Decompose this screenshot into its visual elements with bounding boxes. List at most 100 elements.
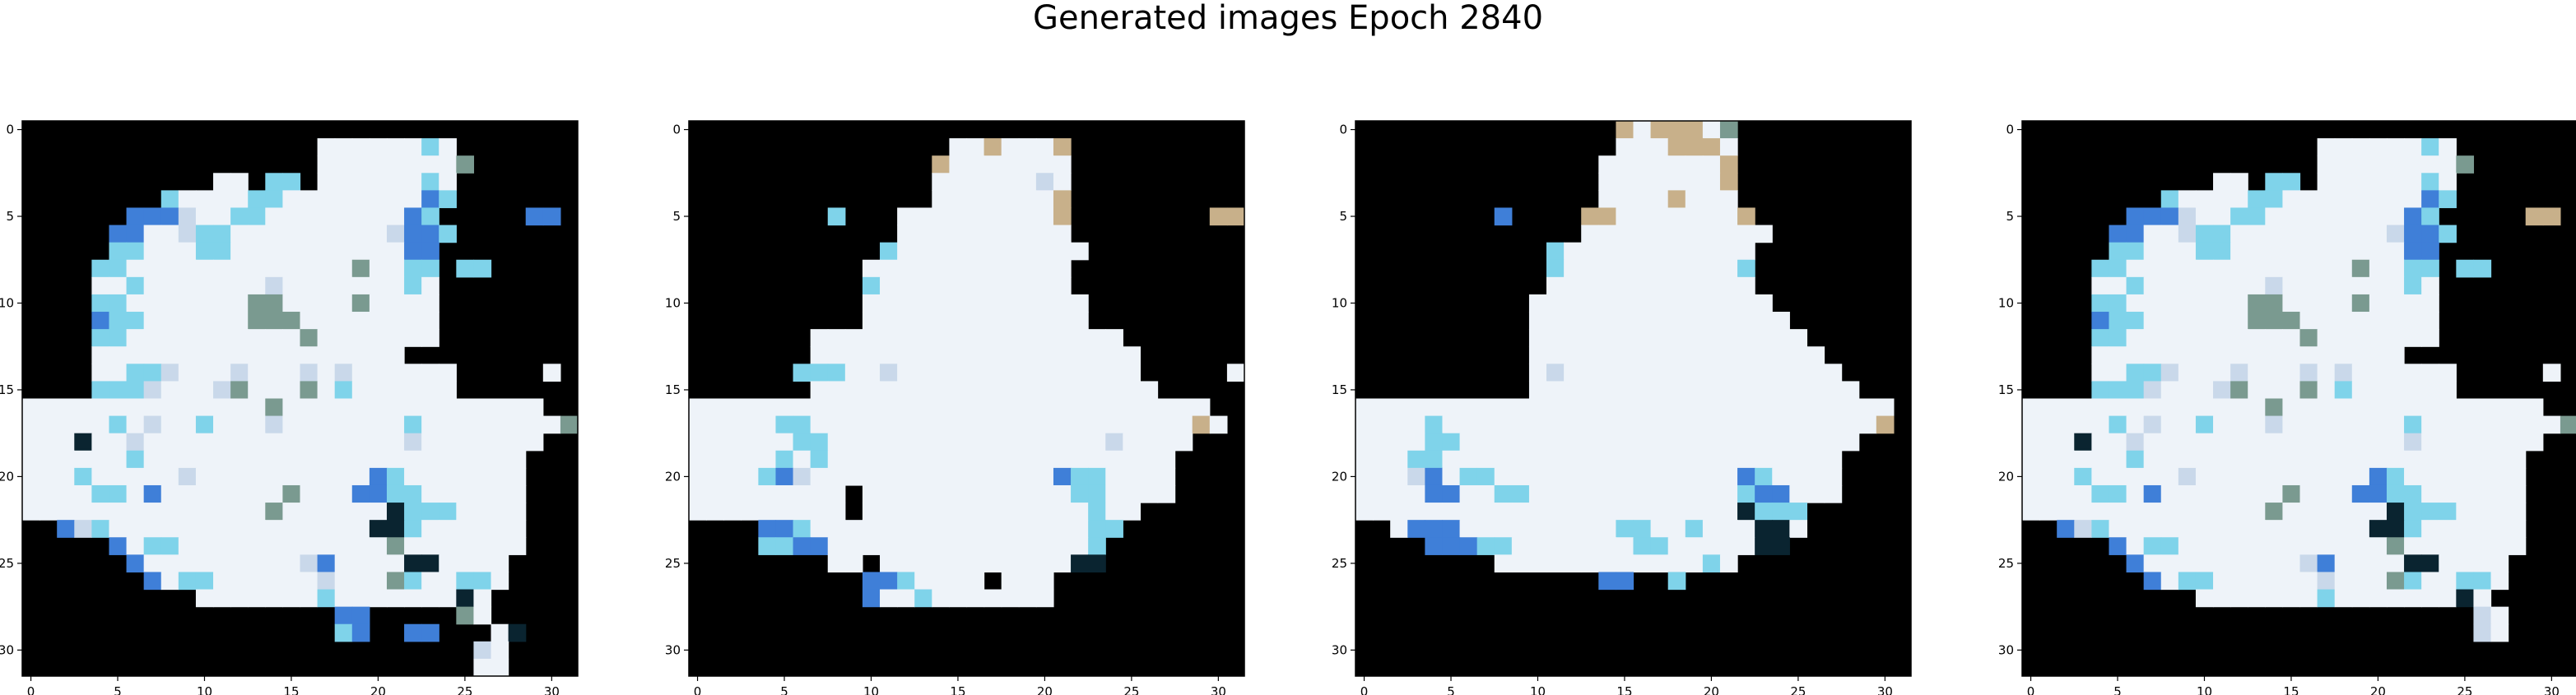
pixel	[2421, 364, 2439, 382]
pixel	[983, 276, 1002, 295]
pixel	[2351, 467, 2370, 486]
pixel	[1088, 520, 1106, 538]
pixel	[2525, 398, 2544, 417]
pixel	[2143, 346, 2162, 364]
pixel	[775, 415, 794, 434]
pixel	[2195, 312, 2214, 330]
pixel	[1390, 433, 1408, 452]
pixel	[2178, 572, 2197, 591]
pixel	[1581, 554, 1599, 573]
pixel	[300, 242, 319, 261]
pixel	[1667, 276, 1686, 295]
pixel	[1123, 484, 1142, 503]
pixel	[2351, 415, 2370, 434]
pixel	[2439, 520, 2457, 538]
pixel	[195, 190, 214, 209]
pixel	[1806, 415, 1825, 434]
pixel	[2421, 503, 2439, 521]
pixel	[1806, 381, 1825, 400]
pixel	[109, 259, 128, 278]
pixel	[1685, 155, 1704, 174]
pixel	[1001, 554, 1020, 573]
pixel	[966, 225, 985, 243]
pixel	[1633, 364, 1652, 382]
pixel	[2143, 312, 2162, 330]
pixel	[160, 520, 179, 538]
pixel	[248, 312, 266, 330]
pixel	[810, 484, 829, 503]
pixel	[2213, 503, 2231, 521]
pixel	[1511, 415, 1530, 434]
pixel	[1719, 520, 1738, 538]
pixel	[1633, 520, 1652, 538]
pixel	[1702, 329, 1721, 347]
pixel	[1737, 537, 1755, 555]
pixel	[1633, 346, 1652, 364]
pixel	[2386, 520, 2405, 538]
pixel	[758, 398, 777, 417]
pixel	[2473, 520, 2492, 538]
pixel	[1071, 484, 1089, 503]
pixel	[2109, 503, 2127, 521]
pixel	[1018, 433, 1037, 452]
x-tick-label: 15	[1616, 684, 1632, 695]
pixel	[741, 484, 759, 503]
pixel	[439, 537, 457, 555]
pixel	[230, 398, 249, 417]
pixel	[775, 537, 794, 555]
pixel	[160, 433, 179, 452]
pixel	[1035, 572, 1054, 591]
pixel	[897, 398, 915, 417]
pixel	[1494, 415, 1513, 434]
pixel	[1702, 537, 1721, 555]
pixel	[143, 242, 162, 261]
pixel	[1719, 225, 1738, 243]
pixel	[2421, 450, 2439, 469]
pixel	[386, 242, 405, 261]
pixel	[1053, 173, 1072, 191]
pixel	[775, 484, 794, 503]
pixel	[1001, 190, 1020, 209]
pixel	[2421, 537, 2439, 555]
pixel	[1035, 312, 1054, 330]
pixel	[2542, 364, 2561, 382]
pixel	[983, 433, 1002, 452]
pixel	[1546, 450, 1565, 469]
pixel	[1373, 503, 1391, 521]
pixel	[2022, 450, 2040, 469]
pixel	[706, 433, 724, 452]
pixel	[1650, 173, 1669, 191]
pixel	[1685, 121, 1704, 139]
y-tick-label: 0	[1339, 123, 1347, 137]
pixel	[282, 398, 301, 417]
pixel	[914, 381, 932, 400]
pixel	[897, 554, 915, 573]
pixel	[966, 329, 985, 347]
pixel	[2143, 276, 2162, 295]
pixel	[2091, 398, 2110, 417]
pixel	[1564, 503, 1582, 521]
pixel	[2439, 173, 2457, 191]
pixel	[1035, 155, 1054, 174]
pixel	[1667, 450, 1686, 469]
pixel	[2386, 467, 2405, 486]
pixel	[932, 190, 950, 209]
pixel	[2317, 433, 2336, 452]
pixel	[317, 242, 336, 261]
pixel	[1667, 398, 1686, 417]
pixel	[57, 398, 75, 417]
pixel	[2404, 155, 2422, 174]
pixel	[300, 190, 319, 209]
pixel	[22, 415, 40, 434]
pixel	[351, 467, 370, 486]
pixel	[2317, 242, 2336, 261]
pixel	[2386, 433, 2405, 452]
pixel	[265, 398, 283, 417]
pixel	[1650, 450, 1669, 469]
pixel	[2334, 138, 2353, 156]
pixel	[1806, 346, 1825, 364]
pixel	[160, 484, 179, 503]
pixel	[282, 329, 301, 347]
pixel	[282, 259, 301, 278]
pixel	[334, 606, 353, 625]
